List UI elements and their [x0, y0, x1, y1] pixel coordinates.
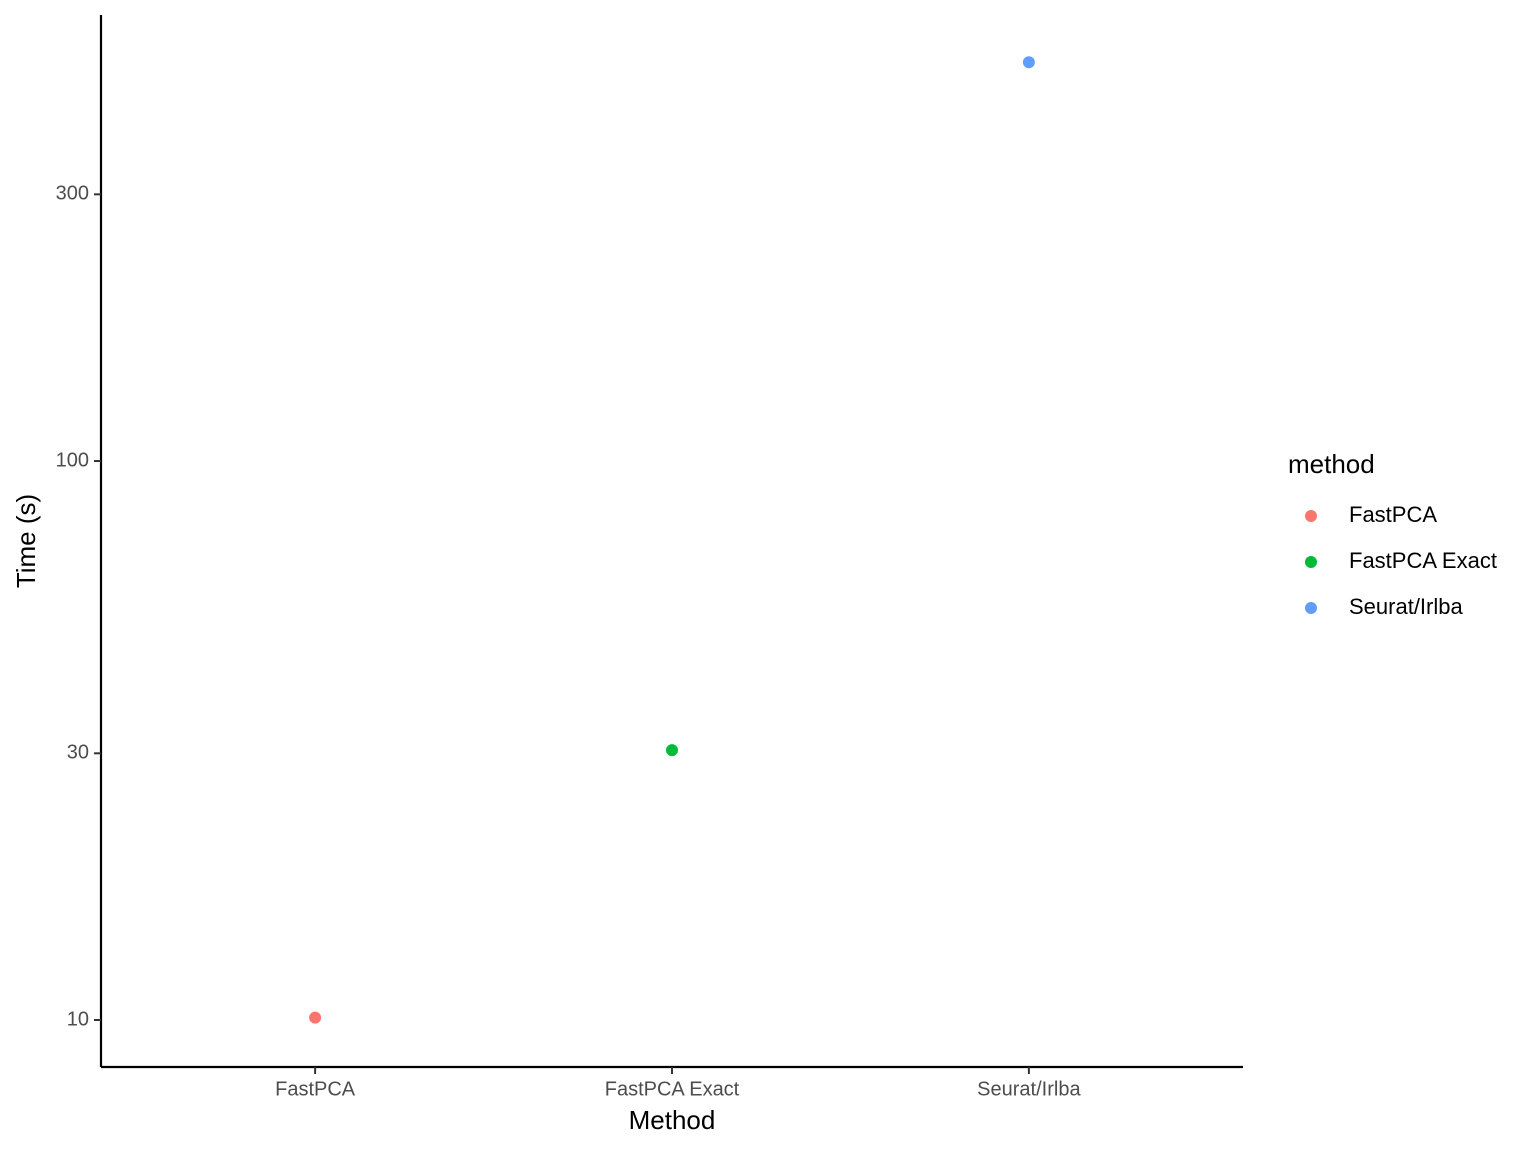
legend-label: FastPCA: [1349, 502, 1437, 527]
point: [309, 1011, 322, 1024]
legend-title: method: [1288, 449, 1375, 479]
point: [1022, 56, 1035, 69]
legend-label: Seurat/Irlba: [1349, 594, 1463, 619]
legend-swatch: [1305, 556, 1317, 568]
y-tick-label: 100: [56, 449, 89, 471]
x-tick-label: FastPCA Exact: [605, 1078, 740, 1100]
point: [666, 744, 678, 757]
legend-swatch: [1305, 602, 1317, 614]
x-axis-title: Method: [629, 1105, 716, 1135]
legend-swatch: [1305, 510, 1317, 522]
y-tick-label: 10: [67, 1008, 89, 1030]
x-tick-label: FastPCA: [275, 1078, 356, 1100]
legend-label: FastPCA Exact: [1349, 548, 1497, 573]
y-tick-label: 30: [67, 742, 89, 764]
y-tick-label: 300: [56, 183, 89, 205]
y-axis-title: Time (s): [11, 494, 41, 588]
x-tick-label: Seurat/Irlba: [977, 1078, 1081, 1100]
